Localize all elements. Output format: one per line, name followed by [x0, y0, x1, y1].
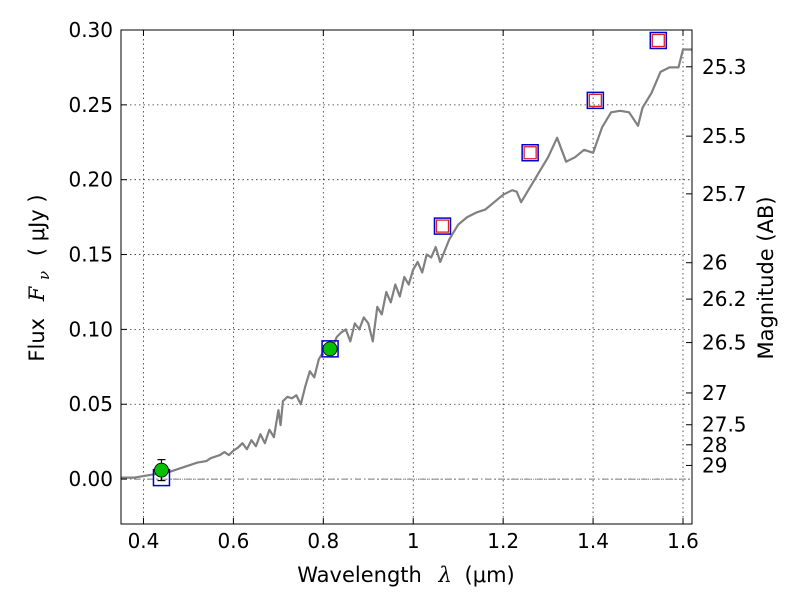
- x-tick-label: 1: [407, 529, 420, 553]
- x-tick-label: 0.6: [217, 529, 249, 553]
- photometry-limit-square: [435, 219, 450, 233]
- y-tick-label: 0.30: [68, 18, 113, 42]
- model-spectrum-layer: [121, 48, 692, 479]
- x-axis-label: Wavelength λ (μm): [297, 563, 514, 587]
- y2-tick-label: 26.5: [702, 331, 747, 355]
- x-axis-unit: (μm): [465, 563, 515, 587]
- photometry-limit-square: [588, 93, 602, 108]
- x-tick-label: 0.8: [307, 529, 339, 553]
- y-tick-label: 0.05: [68, 392, 113, 416]
- model-photometry-square: [649, 31, 668, 50]
- y2-tick-label: 26.2: [702, 287, 747, 311]
- x-tick-label: 1.4: [577, 529, 609, 553]
- y-axis-label: Flux F ν ( μJy ): [25, 194, 54, 361]
- y2-tick-label: 25.5: [702, 124, 747, 148]
- photometry-limit-square: [523, 146, 537, 160]
- model-photometry-square: [321, 340, 339, 358]
- y-tick-label: 0.00: [68, 467, 113, 491]
- y-tick-label: 0.15: [68, 243, 113, 267]
- photometry-markers: [152, 31, 668, 487]
- y2-tick-label: 26: [702, 251, 727, 275]
- y2-tick-label: 27.5: [702, 413, 747, 437]
- y-tick-label: 0.25: [68, 93, 113, 117]
- model-spectrum-line: [121, 48, 692, 479]
- plot-frame: [120, 29, 693, 525]
- observed-flux-point: [154, 462, 169, 478]
- y2-tick-label: 25.3: [702, 55, 747, 79]
- y2-tick-label: 29: [702, 453, 727, 477]
- grid-lines: [121, 29, 692, 524]
- y-tick-label: 0.10: [68, 317, 113, 341]
- x-tick-label: 1.2: [487, 529, 519, 553]
- observed-flux-point: [322, 341, 338, 357]
- tick-labels: 0.4 0.6 0.8 1 1.2 1.4 1.6 0.00 0.05 0.10 0.15 0.20 0…: [68, 18, 746, 553]
- y-axis-symbol: F: [25, 285, 49, 302]
- y2-tick-label: 25.7: [702, 182, 747, 206]
- x-axis-label-prefix: Wavelength: [297, 563, 422, 587]
- axis-ticks: [121, 29, 692, 524]
- model-photometry-square: [586, 91, 605, 110]
- x-tick-label: 1.6: [667, 529, 699, 553]
- y-axis-label-prefix: Flux: [25, 318, 49, 362]
- photometry-limit-square: [651, 33, 665, 48]
- y-axis-subscript: ν: [35, 271, 53, 280]
- x-tick-label: 0.4: [128, 529, 160, 553]
- model-photometry-square: [521, 144, 539, 162]
- y2-axis-label: Magnitude (AB): [754, 196, 778, 359]
- y-axis-unit: ( μJy ): [25, 194, 49, 256]
- x-axis-lambda: λ: [438, 563, 452, 587]
- y2-tick-label: 27: [702, 381, 727, 405]
- y2-tick-label: 28: [702, 433, 727, 457]
- model-photometry-square: [433, 217, 452, 235]
- y-tick-label: 0.20: [68, 168, 113, 192]
